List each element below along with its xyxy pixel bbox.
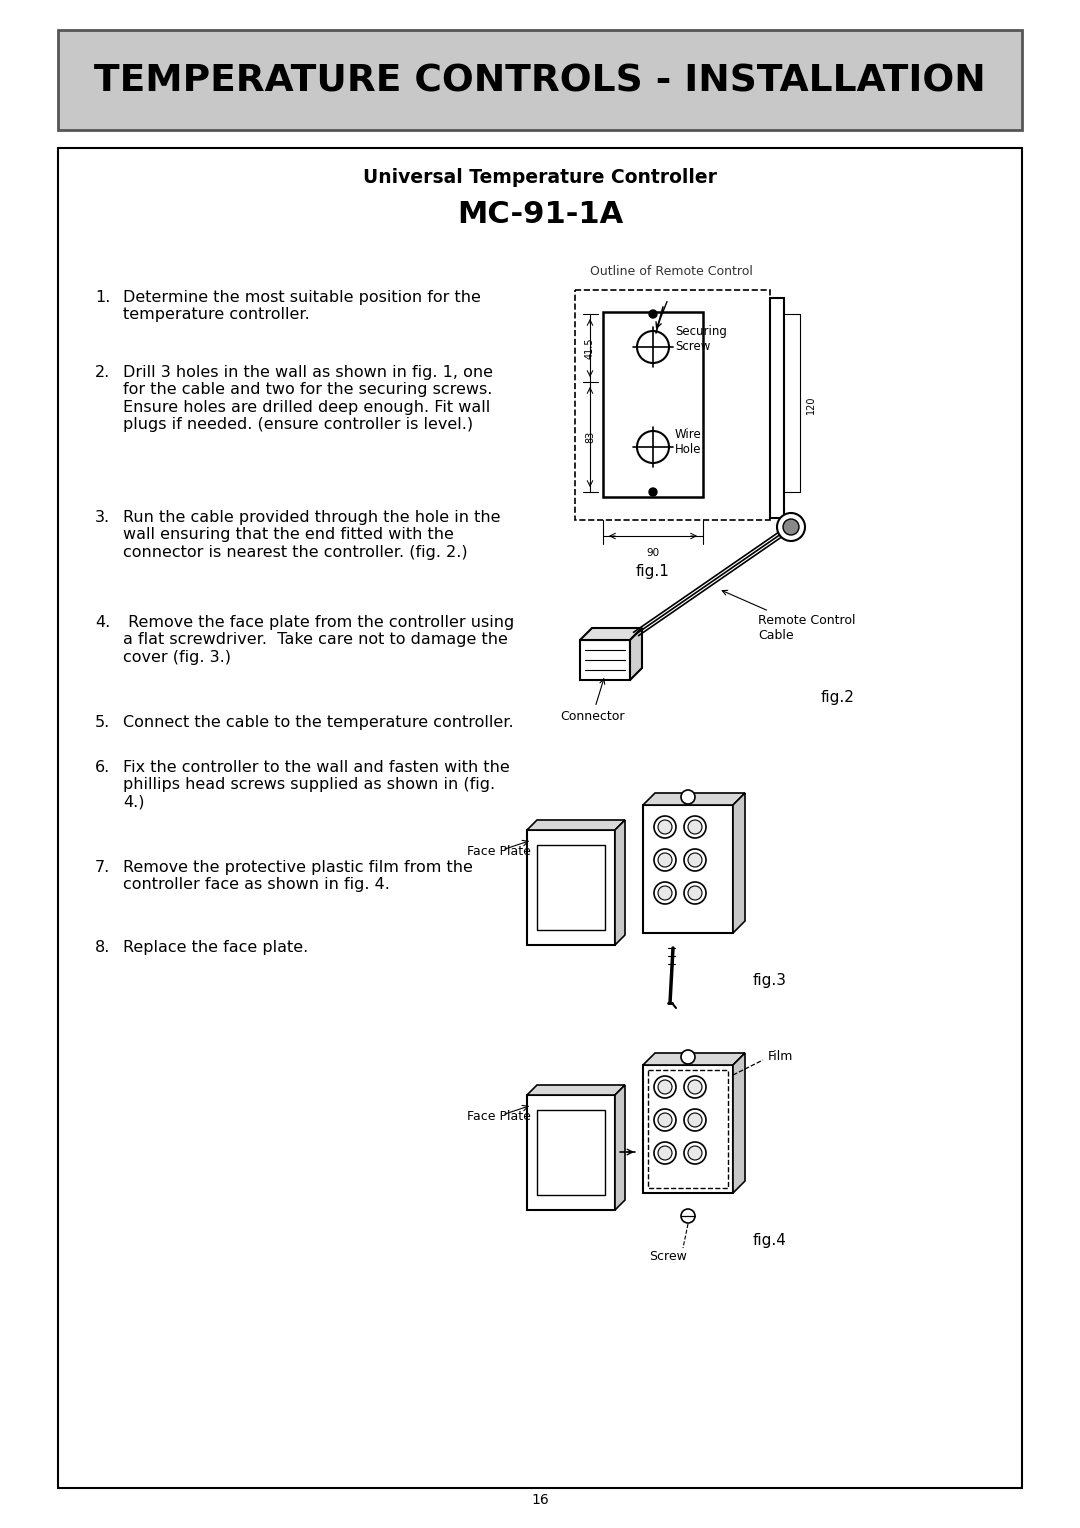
Text: Universal Temperature Controller: Universal Temperature Controller [363,168,717,186]
Text: Remove the protective plastic film from the
controller face as shown in fig. 4.: Remove the protective plastic film from … [123,860,473,892]
Text: 120: 120 [806,396,816,414]
Circle shape [777,513,805,541]
Polygon shape [527,1096,615,1210]
Text: Fix the controller to the wall and fasten with the
phillips head screws supplied: Fix the controller to the wall and faste… [123,759,510,810]
Circle shape [649,487,657,497]
Polygon shape [630,628,642,680]
Bar [648,1070,728,1187]
Text: 41.5: 41.5 [585,338,595,359]
Bar [770,298,784,518]
Text: Face Plate: Face Plate [467,1109,531,1123]
Text: Film: Film [768,1050,794,1063]
Polygon shape [643,1065,733,1193]
Text: 16: 16 [531,1493,549,1507]
Bar [58,31,1022,130]
Circle shape [681,790,696,804]
Circle shape [684,1076,706,1099]
Circle shape [654,1141,676,1164]
Circle shape [684,882,706,905]
Text: 6.: 6. [95,759,110,775]
Circle shape [684,850,706,871]
Text: 8.: 8. [95,940,110,955]
Circle shape [684,1109,706,1131]
Polygon shape [643,793,745,805]
Text: Connector: Connector [561,678,624,723]
Text: fig.3: fig.3 [753,973,787,989]
Polygon shape [643,805,733,934]
Polygon shape [527,830,615,944]
Polygon shape [643,1053,745,1065]
Circle shape [658,853,672,866]
Circle shape [688,886,702,900]
Bar [58,148,1022,1488]
Text: Drill 3 holes in the wall as shown in fig. 1, one
for the cable and two for the : Drill 3 holes in the wall as shown in fi… [123,365,492,432]
Circle shape [688,1146,702,1160]
Circle shape [637,431,669,463]
Circle shape [684,816,706,837]
Polygon shape [580,628,642,640]
Text: ø20: ø20 [625,465,645,475]
Circle shape [654,882,676,905]
Circle shape [658,1080,672,1094]
Circle shape [637,332,669,364]
Text: 90: 90 [647,549,660,558]
Text: Face Plate: Face Plate [467,845,531,859]
Polygon shape [527,1085,625,1096]
Text: 83: 83 [585,431,595,443]
Bar [603,312,703,497]
Text: Screw: Screw [649,1250,687,1264]
Text: Determine the most suitable position for the
temperature controller.: Determine the most suitable position for… [123,290,481,322]
Text: Outline of Remote Control: Outline of Remote Control [590,264,753,278]
Polygon shape [733,793,745,934]
Text: Connect the cable to the temperature controller.: Connect the cable to the temperature con… [123,715,514,730]
Polygon shape [580,640,630,680]
Text: 3.: 3. [95,510,110,526]
Circle shape [688,1080,702,1094]
Circle shape [658,821,672,834]
Text: fig.1: fig.1 [636,564,670,579]
Polygon shape [733,1053,745,1193]
Circle shape [654,1076,676,1099]
Circle shape [688,1112,702,1128]
Text: fig.2: fig.2 [821,691,855,704]
Circle shape [688,853,702,866]
Circle shape [658,886,672,900]
Polygon shape [527,821,625,830]
Circle shape [681,1050,696,1063]
Text: 2.: 2. [95,365,110,380]
Text: TEMPERATURE CONTROLS - INSTALLATION: TEMPERATURE CONTROLS - INSTALLATION [94,64,986,99]
Circle shape [649,310,657,318]
Circle shape [658,1146,672,1160]
Circle shape [688,821,702,834]
Bar [537,1109,605,1195]
Text: Run the cable provided through the hole in the
wall ensuring that the end fitted: Run the cable provided through the hole … [123,510,500,559]
Circle shape [681,1209,696,1222]
Text: Securing
Screw: Securing Screw [675,325,727,353]
Text: 5.: 5. [95,715,110,730]
Text: 4.: 4. [95,614,110,630]
Text: Wire
Hole: Wire Hole [675,428,702,455]
Text: 1.: 1. [95,290,110,306]
Circle shape [654,850,676,871]
Circle shape [658,1112,672,1128]
Bar [537,845,605,931]
Circle shape [654,816,676,837]
Text: MC-91-1A: MC-91-1A [457,200,623,229]
Text: Replace the face plate.: Replace the face plate. [123,940,308,955]
Text: 7.: 7. [95,860,110,876]
Text: fig.4: fig.4 [753,1233,787,1248]
Polygon shape [615,1085,625,1210]
Circle shape [783,520,799,535]
Bar [575,290,770,520]
Polygon shape [615,821,625,944]
Text: Remove the face plate from the controller using
a flat screwdriver.  Take care n: Remove the face plate from the controlle… [123,614,514,665]
Circle shape [654,1109,676,1131]
Circle shape [684,1141,706,1164]
Text: Remote Control
Cable: Remote Control Cable [723,590,856,642]
